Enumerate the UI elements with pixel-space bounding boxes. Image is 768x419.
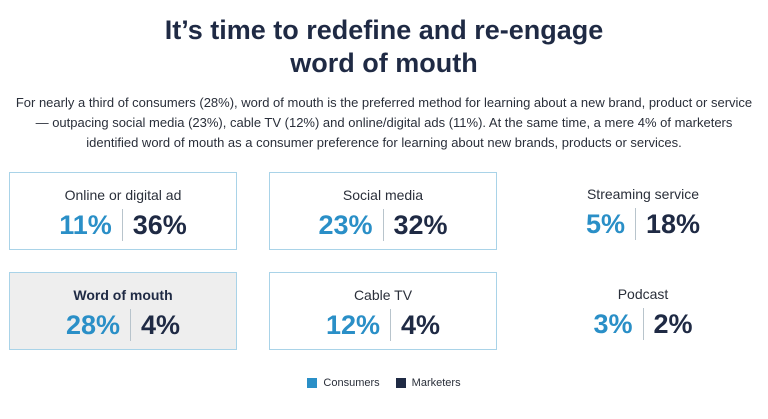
page-title: It’s time to redefine and re-engage word… [0, 14, 768, 80]
consumers-value: 3% [593, 309, 633, 339]
card-label: Online or digital ad [64, 187, 182, 203]
card-values: 11% 36% [10, 209, 236, 241]
card-online-digital-ad: Online or digital ad 11% 36% [9, 172, 237, 250]
legend-swatch-marketers [395, 378, 406, 388]
consumers-value: 12% [325, 310, 380, 340]
card-values: 3% 2% [529, 308, 757, 340]
marketers-value: 2% [642, 308, 693, 340]
marketers-value: 18% [634, 208, 700, 240]
marketers-value: 4% [130, 309, 180, 341]
card-word-of-mouth: Word of mouth 28% 4% [9, 272, 237, 350]
card-label: Podcast [617, 286, 669, 302]
legend-item-marketers: Marketers [395, 377, 461, 389]
marketers-value: 32% [382, 209, 448, 241]
legend-swatch-consumers [307, 378, 318, 388]
title-line-1: It’s time to redefine and re-engage [164, 15, 604, 45]
card-values: 28% 4% [10, 309, 236, 341]
card-label: Streaming service [586, 186, 700, 202]
card-values: 12% 4% [270, 309, 496, 341]
consumers-value: 5% [585, 209, 625, 239]
card-podcast: Podcast 3% 2% [529, 272, 757, 350]
card-streaming-service: Streaming service 5% 18% [529, 172, 757, 250]
title-line-2: word of mouth [290, 48, 478, 78]
card-label: Word of mouth [73, 287, 173, 303]
card-label: Cable TV [353, 287, 413, 303]
legend-label-marketers: Marketers [411, 377, 461, 389]
marketers-value: 4% [390, 309, 440, 341]
legend: Consumers Marketers [0, 377, 768, 389]
card-social-media: Social media 23% 32% [269, 172, 497, 250]
card-label: Social media [342, 187, 424, 203]
intro-paragraph: For nearly a third of consumers (28%), w… [15, 95, 753, 150]
consumers-value: 23% [318, 210, 373, 240]
card-cable-tv: Cable TV 12% 4% [269, 272, 497, 350]
card-values: 23% 32% [270, 209, 496, 241]
legend-label-consumers: Consumers [323, 377, 380, 389]
card-values: 5% 18% [529, 208, 757, 240]
legend-item-consumers: Consumers [307, 377, 380, 389]
marketers-value: 36% [121, 209, 187, 241]
consumers-value: 11% [59, 210, 112, 240]
consumers-value: 28% [65, 310, 120, 340]
